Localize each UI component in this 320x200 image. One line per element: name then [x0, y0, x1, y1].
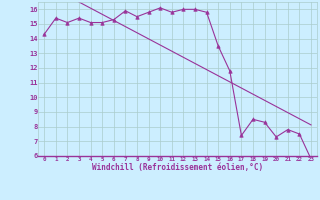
X-axis label: Windchill (Refroidissement éolien,°C): Windchill (Refroidissement éolien,°C): [92, 163, 263, 172]
